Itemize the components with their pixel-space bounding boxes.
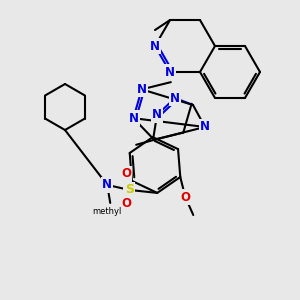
- Text: N: N: [128, 112, 138, 125]
- Text: O: O: [180, 190, 190, 203]
- Text: methyl: methyl: [92, 207, 122, 216]
- Text: N: N: [200, 121, 210, 134]
- Text: N: N: [137, 83, 147, 96]
- Text: O: O: [121, 167, 131, 180]
- Text: N: N: [150, 40, 160, 52]
- Text: O: O: [121, 197, 131, 210]
- Text: N: N: [170, 92, 180, 104]
- Text: N: N: [102, 178, 112, 191]
- Text: N: N: [165, 65, 175, 79]
- Text: S: S: [125, 183, 134, 196]
- Text: N: N: [152, 109, 162, 122]
